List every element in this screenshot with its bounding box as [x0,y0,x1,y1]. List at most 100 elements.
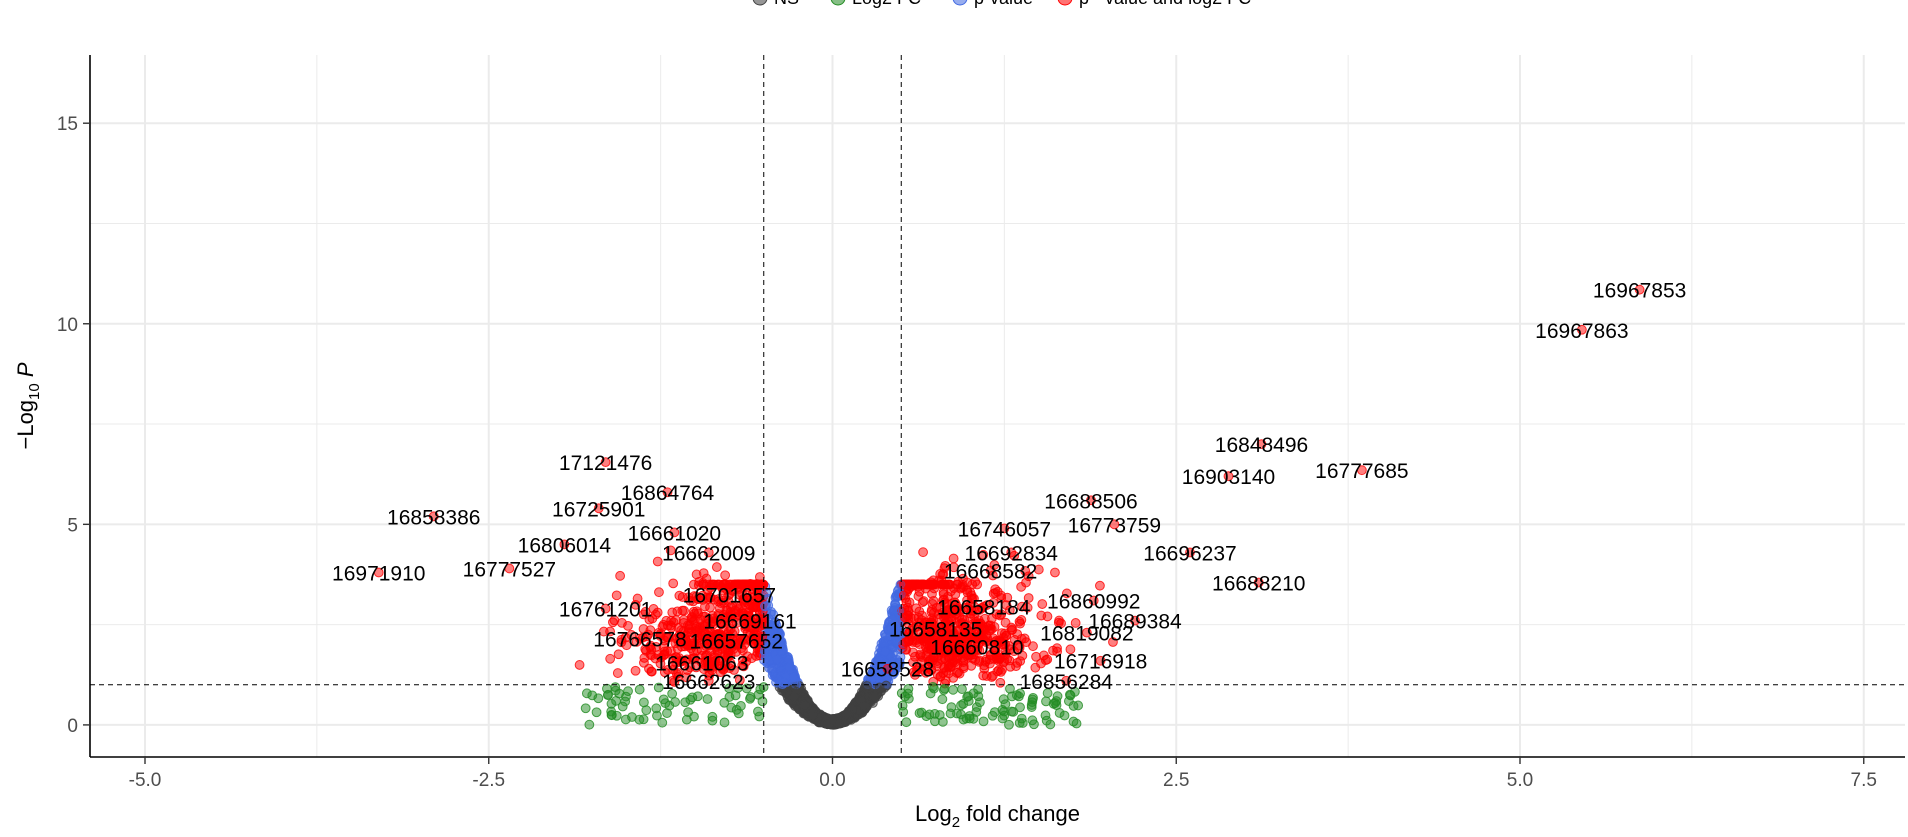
point-fc [948,684,958,695]
point-p [879,638,889,649]
point-p [778,677,789,688]
point-both [995,677,1006,688]
legend: NS Log2 FC p-value p - value and log2 FC [752,0,1251,8]
y-tick-label: 0 [67,716,78,737]
point-fc [963,691,974,702]
point-both [926,577,936,588]
data-points [373,284,1645,730]
point-fc [651,703,662,714]
point-ns [788,691,799,702]
point-fc [937,694,948,705]
point-label-16662623: 16662623 [662,671,755,694]
point-both [720,570,731,581]
point-label-16696237: 16696237 [1143,542,1236,565]
point-label-16658184: 16658184 [937,597,1031,620]
legend-label-p: p-value [974,0,1033,8]
point-both [926,607,937,617]
point-both [1028,641,1038,652]
point-fc [957,684,967,694]
point-both [1036,610,1047,621]
point-p [772,654,783,665]
point-p [768,663,778,674]
point-both [1006,622,1017,633]
legend-key-fc [830,0,846,6]
point-fc [702,694,713,704]
point-ns [841,709,852,719]
point-label-16967853: 16967853 [1593,280,1686,303]
point-label-16660810: 16660810 [930,637,1023,660]
point-label-16701657: 16701657 [683,585,776,608]
point-both [938,668,949,679]
point-label-16858386: 16858386 [387,506,480,529]
x-tick-label: -2.5 [472,770,505,791]
point-fc [971,707,982,717]
point-ns [858,701,869,712]
point-ns [807,710,818,721]
x-tick-label: 0.0 [819,770,845,791]
point-label-16848496: 16848496 [1215,434,1308,457]
point-fc [603,689,613,700]
point-label-16658528: 16658528 [841,659,934,682]
point-label-16773759: 16773759 [1068,514,1161,537]
point-label-16657652: 16657652 [690,631,783,654]
point-both [958,582,968,593]
point-both [615,570,626,581]
point-fc [1026,702,1037,712]
point-both [679,605,689,616]
point-label-16971910: 16971910 [332,562,425,585]
legend-key-p [952,0,968,6]
point-both [904,597,915,608]
point-both [985,623,996,634]
x-tick-label: 7.5 [1851,770,1877,791]
point-label-16761201: 16761201 [559,599,652,622]
point-fc [925,688,936,699]
point-fc [1017,718,1028,728]
y-tick-label: 5 [67,515,78,536]
point-both [995,666,1006,677]
point-label-16668582: 16668582 [944,560,1037,583]
point-fc [974,697,985,708]
point-both [630,665,641,676]
y-tick-label: 15 [57,114,78,135]
point-ns [828,714,839,725]
point-both [668,578,679,589]
point-both [1031,651,1041,662]
axes: -5.0 -2.5 0.0 2.5 5.0 7.5 0 5 10 15 [57,55,1905,791]
legend-label-ns: NS [774,0,799,8]
point-label-16903140: 16903140 [1182,466,1275,489]
point-both [1015,618,1025,629]
point-both [913,591,924,601]
legend-label-fc: Log2 FC [852,0,921,8]
point-both [654,587,664,598]
point-label-16856284: 16856284 [1020,671,1114,694]
point-fc [726,702,737,713]
point-fc [606,698,617,709]
point-fc [939,683,950,694]
point-fc [978,716,989,727]
point-fc [584,719,595,730]
point-fc [914,708,925,718]
point-both [927,599,938,609]
point-ns [869,692,880,702]
point-fc [745,692,756,702]
point-fc [934,710,945,720]
point-p [784,662,794,672]
point-fc [1040,710,1051,721]
point-both [1016,581,1027,592]
point-ns [799,699,810,710]
point-fc [593,693,604,704]
point-label-16688506: 16688506 [1044,490,1137,513]
point-both [652,556,663,567]
point-fc [719,717,730,728]
point-fc [707,715,718,726]
point-both [612,668,623,678]
point-p [894,657,905,668]
point-label-16746057: 16746057 [958,518,1051,541]
point-fc [952,708,962,719]
point-fc [581,688,592,699]
point-fc [987,710,998,721]
point-fc [1068,701,1079,711]
point-p [889,605,900,616]
point-fc [1028,692,1038,703]
point-fc [999,710,1010,721]
